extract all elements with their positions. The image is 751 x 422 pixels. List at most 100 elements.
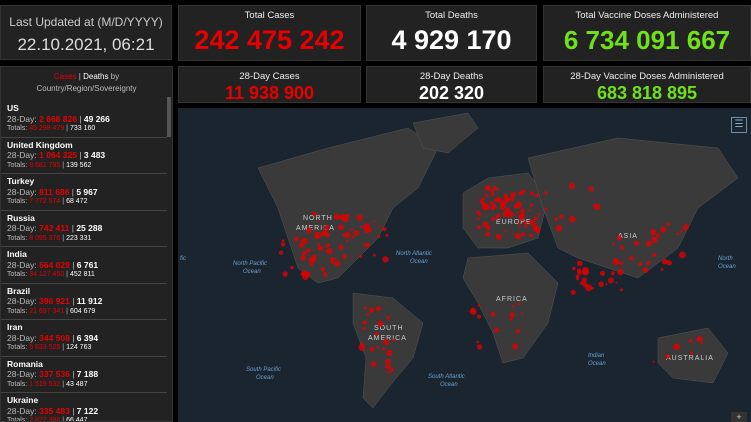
case-dot[interactable] — [382, 227, 387, 232]
case-dot[interactable] — [492, 185, 498, 191]
case-dot[interactable] — [389, 367, 394, 372]
list-item[interactable]: India 28-Day: 564 029 | 6 761 Totals: 34… — [1, 247, 167, 284]
case-dot[interactable] — [477, 303, 481, 307]
list-item[interactable]: Iran 28-Day: 344 508 | 6 394 Totals: 5 8… — [1, 320, 167, 357]
case-dot[interactable] — [388, 371, 391, 374]
zoom-in-button[interactable]: + — [731, 412, 747, 422]
case-dot[interactable] — [280, 242, 286, 247]
case-dot[interactable] — [612, 242, 615, 246]
case-dot[interactable] — [489, 201, 494, 206]
case-dot[interactable] — [300, 237, 308, 245]
case-dot[interactable] — [529, 233, 534, 238]
case-dot[interactable] — [581, 277, 587, 283]
case-dot[interactable] — [605, 283, 608, 286]
case-dot[interactable] — [499, 204, 506, 211]
list-item[interactable]: United Kingdom 28-Day: 1 064 325 | 3 483… — [1, 138, 167, 174]
case-dot[interactable] — [293, 236, 299, 242]
case-dot[interactable] — [515, 328, 521, 334]
case-dot[interactable] — [392, 338, 397, 342]
case-dot[interactable] — [362, 320, 367, 325]
case-dot[interactable] — [368, 307, 375, 314]
case-dot[interactable] — [517, 222, 520, 225]
case-dot[interactable] — [377, 320, 384, 327]
case-dot[interactable] — [493, 327, 500, 333]
case-dot[interactable] — [385, 370, 388, 373]
case-dot[interactable] — [617, 268, 624, 276]
case-dot[interactable] — [322, 272, 328, 277]
case-dot[interactable] — [306, 228, 312, 234]
case-dot[interactable] — [509, 312, 515, 318]
case-dot[interactable] — [300, 271, 306, 277]
list-scrollbar[interactable] — [167, 97, 171, 137]
list-item[interactable]: Brazil 28-Day: 396 921 | 11 912 Totals: … — [1, 284, 167, 320]
list-item[interactable]: US 28-Day: 2 668 826 | 49 266 Totals: 45… — [1, 101, 167, 138]
case-dot[interactable] — [495, 213, 501, 219]
case-dot[interactable] — [521, 232, 526, 237]
case-dot[interactable] — [330, 257, 335, 262]
case-dot[interactable] — [495, 233, 502, 240]
case-dot[interactable] — [485, 225, 491, 231]
list-item[interactable]: Romania 28-Day: 337 536 | 7 188 Totals: … — [1, 357, 167, 393]
case-dot[interactable] — [342, 233, 346, 237]
case-dot[interactable] — [492, 203, 497, 208]
case-dot[interactable] — [642, 267, 649, 273]
case-dot[interactable] — [373, 220, 376, 223]
case-dot[interactable] — [598, 281, 604, 287]
case-dot[interactable] — [511, 304, 515, 308]
case-dot[interactable] — [534, 193, 539, 198]
case-dot[interactable] — [523, 221, 527, 225]
case-dot[interactable] — [638, 262, 643, 267]
case-dot[interactable] — [660, 226, 667, 233]
case-dot[interactable] — [363, 243, 368, 247]
case-dot[interactable] — [312, 211, 317, 217]
case-dot[interactable] — [580, 281, 584, 285]
case-dot[interactable] — [490, 188, 495, 193]
case-dot[interactable] — [568, 182, 576, 190]
case-dot[interactable] — [308, 249, 311, 252]
case-dot[interactable] — [363, 226, 371, 234]
case-dot[interactable] — [385, 363, 391, 370]
case-dot[interactable] — [666, 222, 671, 227]
case-dot[interactable] — [490, 311, 496, 317]
list-item[interactable]: Turkey 28-Day: 811 686 | 5 967 Totals: 7… — [1, 174, 167, 211]
list-item[interactable]: Russia 28-Day: 742 411 | 25 288 Totals: … — [1, 211, 167, 247]
case-dot[interactable] — [494, 197, 499, 203]
case-dot[interactable] — [652, 253, 657, 258]
case-dot[interactable] — [374, 331, 379, 336]
case-dot[interactable] — [570, 289, 576, 295]
case-dot[interactable] — [336, 262, 339, 266]
case-dot[interactable] — [351, 235, 355, 239]
case-dot[interactable] — [344, 231, 351, 239]
case-dot[interactable] — [544, 207, 548, 211]
case-dot[interactable] — [376, 306, 379, 309]
case-dot[interactable] — [615, 281, 618, 284]
case-dot[interactable] — [333, 213, 340, 221]
case-dot[interactable] — [577, 270, 582, 276]
case-dot[interactable] — [282, 271, 288, 277]
case-dot[interactable] — [682, 224, 689, 231]
case-dot[interactable] — [371, 361, 377, 368]
case-dot[interactable] — [516, 201, 521, 207]
case-dot[interactable] — [302, 250, 307, 256]
case-dot[interactable] — [386, 315, 391, 320]
case-dot[interactable] — [569, 215, 576, 223]
case-dot[interactable] — [353, 230, 360, 236]
case-dot[interactable] — [559, 214, 564, 220]
case-dot[interactable] — [655, 233, 660, 238]
case-dot[interactable] — [544, 190, 548, 195]
case-dot[interactable] — [381, 347, 385, 351]
case-dot[interactable] — [317, 245, 324, 252]
case-dot[interactable] — [369, 346, 375, 352]
case-dot[interactable] — [521, 312, 524, 316]
case-dot[interactable] — [529, 219, 536, 226]
case-dot[interactable] — [619, 245, 624, 250]
case-dot[interactable] — [612, 258, 620, 266]
case-dot[interactable] — [689, 339, 693, 343]
case-dot[interactable] — [479, 198, 484, 204]
case-dot[interactable] — [342, 254, 347, 260]
case-dot[interactable] — [384, 343, 387, 346]
case-dot[interactable] — [360, 225, 364, 229]
list-item[interactable]: Ukraine 28-Day: 335 483 | 7 122 Totals: … — [1, 393, 167, 421]
case-dot[interactable] — [476, 314, 482, 319]
case-dot[interactable] — [496, 188, 499, 191]
